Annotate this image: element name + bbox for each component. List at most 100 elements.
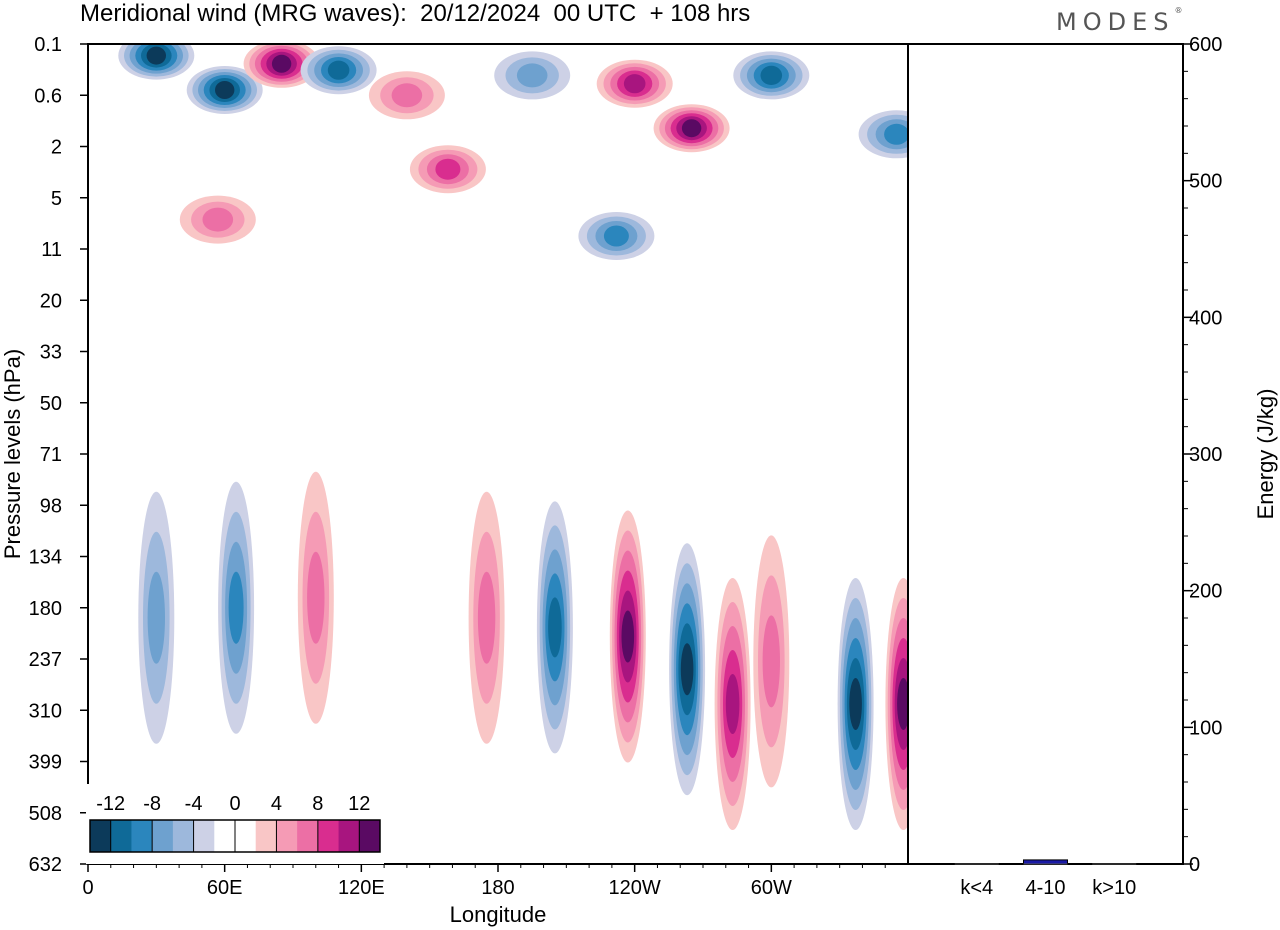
colorbar-label: 12 xyxy=(348,793,370,815)
colorbar-swatch xyxy=(172,820,195,852)
contour-feature xyxy=(837,578,874,830)
contour-band xyxy=(271,54,292,73)
energy-tick-label: 500 xyxy=(1189,171,1222,193)
y-tick-label: 134 xyxy=(29,547,62,569)
contour-band xyxy=(146,46,166,65)
x-tick-label: 120W xyxy=(609,877,661,899)
colorbar-swatch xyxy=(255,820,277,852)
brand-logo: MODES® xyxy=(1056,6,1183,36)
colorbar: -12 -8 -4 0 4 8 12 xyxy=(86,784,384,864)
contour-feature xyxy=(753,535,790,788)
contour-feature xyxy=(300,46,377,95)
contour-band xyxy=(516,63,548,88)
contour-feature xyxy=(118,44,195,80)
contour-band xyxy=(228,571,244,644)
contour-band xyxy=(725,674,740,734)
energy-category-label: 4-10 xyxy=(1025,877,1065,899)
energy-bar xyxy=(1023,859,1068,865)
contour-feature xyxy=(186,66,263,114)
y-tick-label: 98 xyxy=(40,495,62,517)
colorbar-label: 8 xyxy=(312,793,323,815)
contour-feature xyxy=(179,195,256,244)
colorbar-swatch xyxy=(90,820,112,852)
contour-feature xyxy=(858,110,908,159)
y-tick-label: 399 xyxy=(29,752,62,774)
y-tick-label: 310 xyxy=(29,700,62,722)
energy-tick-label: 100 xyxy=(1189,717,1222,739)
contour-feature xyxy=(885,578,908,830)
y-tick-label: 2 xyxy=(51,137,62,159)
y-tick-label: 632 xyxy=(29,854,62,876)
colorbar-label: -12 xyxy=(96,793,125,815)
contour-feature xyxy=(218,481,255,734)
contour-band xyxy=(435,158,461,180)
contour-feature xyxy=(578,212,655,260)
brand-mark: ® xyxy=(1174,6,1183,15)
contour-feature xyxy=(297,471,334,724)
y-tick-label: 33 xyxy=(40,342,62,364)
colorbar-label: 0 xyxy=(229,793,240,815)
contour-feature xyxy=(409,145,486,194)
colorbar-swatch xyxy=(131,820,153,852)
energy-axis: 0 100 200 300 400 500 600 xyxy=(1183,34,1222,876)
contour-feature xyxy=(714,578,751,830)
contour-feature xyxy=(536,501,573,754)
contour-feature xyxy=(138,491,175,744)
colorbar-swatch xyxy=(338,820,360,852)
contour-band xyxy=(897,678,908,730)
y-tick-label: 0.1 xyxy=(34,34,62,56)
contour-band xyxy=(327,60,350,80)
colorbar-label: 4 xyxy=(271,793,282,815)
contour-band xyxy=(391,83,423,108)
colorbar-swatch xyxy=(276,820,298,852)
contour-band xyxy=(760,65,783,85)
energy-tick-label: 400 xyxy=(1189,307,1222,329)
y-tick-label: 20 xyxy=(40,290,62,312)
contour-feature xyxy=(494,51,571,100)
y-tick-label: 71 xyxy=(40,444,62,466)
colorbar-swatch xyxy=(235,820,257,852)
energy-bars: k<4 4-10 k>10 xyxy=(954,859,1137,899)
contour-band xyxy=(603,225,629,247)
energy-tick-label: 600 xyxy=(1189,34,1222,56)
y-tick-label: 508 xyxy=(29,803,62,825)
energy-axis-title: Energy (J/kg) xyxy=(1253,389,1278,520)
x-tick-label: 120E xyxy=(338,877,385,899)
y-axis-title: Pressure levels (hPa) xyxy=(0,349,25,559)
energy-frame xyxy=(907,43,1184,865)
y-tick-label: 11 xyxy=(41,239,62,261)
contour-band xyxy=(215,81,235,99)
contour-band xyxy=(548,597,562,658)
x-axis: 0 60E 120E 180 120W 60W xyxy=(82,864,886,899)
contour-feature xyxy=(468,491,505,744)
y-tick-label: 0.6 xyxy=(34,85,62,107)
y-tick-label: 5 xyxy=(51,188,62,210)
x-tick-label: 60E xyxy=(207,877,243,899)
contour-band xyxy=(307,551,325,644)
contour-feature xyxy=(669,543,706,796)
contour-band xyxy=(147,571,165,664)
y-axis: 0.1 0.6 2 5 11 20 33 50 71 98 134 180 237 310 399 508 63… xyxy=(29,34,88,876)
contour-feature xyxy=(596,59,673,108)
contour-feature xyxy=(609,510,646,763)
contour-feature xyxy=(368,71,445,120)
energy-tick-label: 300 xyxy=(1189,444,1222,466)
energy-tick-label: 0 xyxy=(1189,854,1200,876)
y-tick-label: 180 xyxy=(29,598,62,620)
contour-band xyxy=(623,74,646,94)
colorbar-swatch xyxy=(110,820,132,852)
contour-band xyxy=(477,571,496,664)
colorbar-swatch xyxy=(297,820,319,852)
contour-feature xyxy=(243,44,320,88)
x-axis-title: Longitude xyxy=(450,902,547,927)
y-tick-label: 50 xyxy=(40,393,62,415)
colorbar-swatch xyxy=(214,820,236,852)
contour-feature xyxy=(653,104,730,153)
energy-category-label: k<4 xyxy=(960,877,993,899)
contour-band xyxy=(621,610,635,663)
contour-band xyxy=(681,119,702,138)
x-tick-label: 60W xyxy=(751,877,792,899)
colorbar-swatch xyxy=(193,820,215,852)
y-tick-label: 237 xyxy=(29,649,62,671)
